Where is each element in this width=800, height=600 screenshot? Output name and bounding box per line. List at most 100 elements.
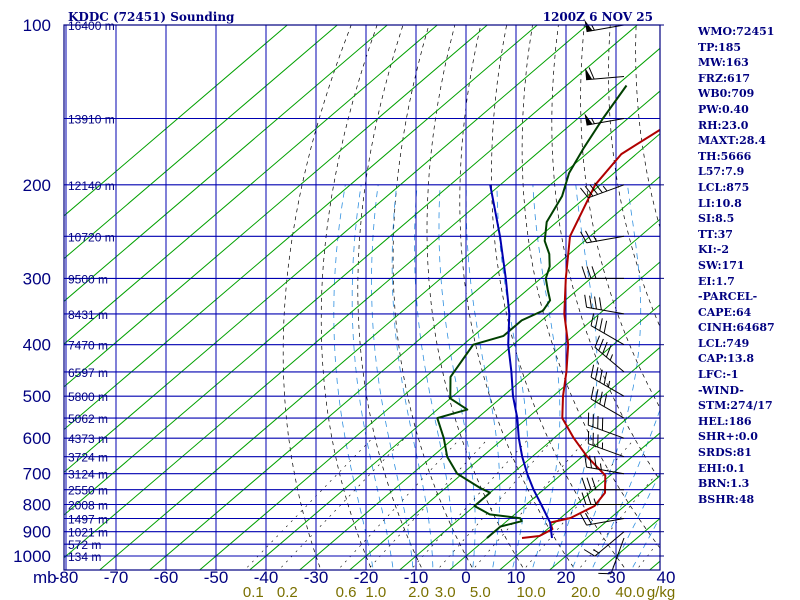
- wind-barb-half-feather: [609, 354, 614, 361]
- wind-barb-feather: [598, 338, 604, 351]
- sounding-index: MAXT:28.4: [698, 134, 766, 148]
- height-label: 10720 m: [68, 230, 115, 244]
- isotherm: [98, 90, 660, 570]
- wind-barb: [580, 230, 625, 244]
- dry-adiabat: [320, 25, 378, 568]
- wind-barb-feather: [598, 297, 602, 310]
- sounding-index: BSHR:48: [698, 492, 755, 506]
- wind-barb-feather: [594, 296, 597, 310]
- moist-adiabat: [465, 184, 501, 568]
- mixing-ratio-line: [638, 539, 660, 568]
- temperature-tick-label: -20: [354, 568, 379, 587]
- isotherm: [64, 25, 339, 260]
- background-grid: [64, 25, 660, 570]
- sounding-index: STM:274/17: [698, 399, 773, 413]
- moist-adiabat: [496, 184, 529, 568]
- moist-adiabat: [572, 184, 642, 568]
- wind-barb-feather: [586, 477, 592, 490]
- height-label: 572 m: [68, 538, 101, 552]
- wind-barb-feather: [599, 391, 603, 405]
- temperature-tick-label: -10: [404, 568, 429, 587]
- wind-barb: [587, 412, 625, 439]
- wind-barb-staff: [590, 376, 625, 397]
- wind-barb-feather: [584, 454, 588, 468]
- isotherm: [64, 25, 289, 217]
- mixing-ratio-label: 20.0: [571, 584, 600, 600]
- wind-barb-feather: [605, 345, 612, 358]
- pressure-label: 800: [23, 496, 51, 515]
- wind-barb-feather: [602, 341, 608, 355]
- isotherm: [64, 25, 589, 473]
- pressure-label: 500: [23, 387, 51, 406]
- temperature-tick-label: -80: [54, 568, 79, 587]
- pressure-label: 1000: [13, 547, 51, 566]
- mixing-ratio-line: [281, 437, 405, 568]
- height-label: 8431 m: [68, 308, 108, 322]
- height-label: 9500 m: [68, 272, 108, 286]
- wind-barb-half-feather: [599, 463, 602, 470]
- sounding-index: TP:185: [698, 40, 742, 54]
- height-label: 13910 m: [68, 113, 115, 127]
- height-label: 1021 m: [68, 526, 108, 540]
- sounding-index: EHI:0.1: [698, 461, 746, 475]
- sounding-index: WMO:72451: [698, 25, 775, 38]
- wind-barb-feather: [581, 477, 587, 490]
- wind-barb-feather: [590, 364, 595, 378]
- wind-barb-feather: [599, 369, 603, 383]
- wind-barb: [584, 454, 625, 475]
- height-label: 5062 m: [68, 412, 108, 426]
- wind-barb: [580, 182, 625, 199]
- wind-barb-half-feather: [607, 380, 611, 388]
- wind-barb-staff: [586, 24, 625, 33]
- wind-barb-feather: [589, 455, 592, 469]
- sounding-index: LCL:875: [698, 180, 750, 194]
- wind-barb-feather: [590, 386, 595, 400]
- sounding-index: MW:163: [698, 56, 749, 70]
- wind-barb: [587, 431, 625, 458]
- sounding-series: [436, 84, 660, 539]
- wind-barb: [580, 512, 625, 526]
- sounding-index: TH:5666: [698, 149, 752, 163]
- wind-barb-feather: [590, 313, 595, 326]
- isotherm: [64, 25, 439, 345]
- wind-barb: [594, 335, 625, 373]
- plot-border: [63, 24, 661, 571]
- dry-adiabat: [551, 25, 660, 481]
- sounding-index: CAP:13.8: [698, 352, 755, 366]
- sounding-index: LI:10.8: [698, 196, 742, 210]
- height-label: 3724 m: [68, 451, 108, 465]
- wind-barb-staff: [586, 76, 625, 81]
- mixing-ratio-label: 2.0: [408, 584, 429, 600]
- moist-adiabat: [612, 472, 660, 568]
- wind-barb-feather: [580, 231, 588, 244]
- height-label: 16400 m: [68, 19, 115, 33]
- isotherm: [248, 218, 660, 570]
- wind-barb-staff: [590, 325, 625, 346]
- sounding-index: RH:23.0: [698, 118, 749, 132]
- isotherm: [148, 133, 660, 570]
- pressure-label: 700: [23, 465, 51, 484]
- mixing-ratio-label: 1.0: [365, 584, 386, 600]
- chart-title: KDDC (72451) Sounding: [68, 10, 235, 24]
- moist-adiabat: [351, 184, 394, 568]
- wind-barb-staff: [586, 235, 625, 244]
- sounding-index: BRN:1.3: [698, 477, 750, 491]
- wind-barb-feather: [603, 320, 608, 334]
- wind-barb-feather: [586, 492, 592, 505]
- mixing-ratio-label: 10.0: [516, 584, 545, 600]
- wind-barb: [590, 386, 625, 419]
- height-label: 1497 m: [68, 513, 108, 527]
- sounding-indices: WMO:72451 TP:185 MW:163 FRZ:617 WB0:709 PW:0.…: [698, 24, 775, 507]
- mixing-ratio-unit: g/kg: [647, 584, 675, 600]
- wind-barb-staff: [588, 424, 625, 439]
- temperature-tick-label: -50: [204, 568, 229, 587]
- sounding-index: L57:7.9: [698, 165, 745, 179]
- wind-barb-feather: [599, 318, 603, 331]
- isotherm: [548, 475, 660, 570]
- wind-barb-pennant: [584, 113, 593, 126]
- wind-barb-feather: [594, 335, 601, 348]
- wind-barb-staff: [586, 518, 625, 526]
- sounding-index: KI:-2: [698, 243, 729, 257]
- wind-barb: [583, 531, 625, 557]
